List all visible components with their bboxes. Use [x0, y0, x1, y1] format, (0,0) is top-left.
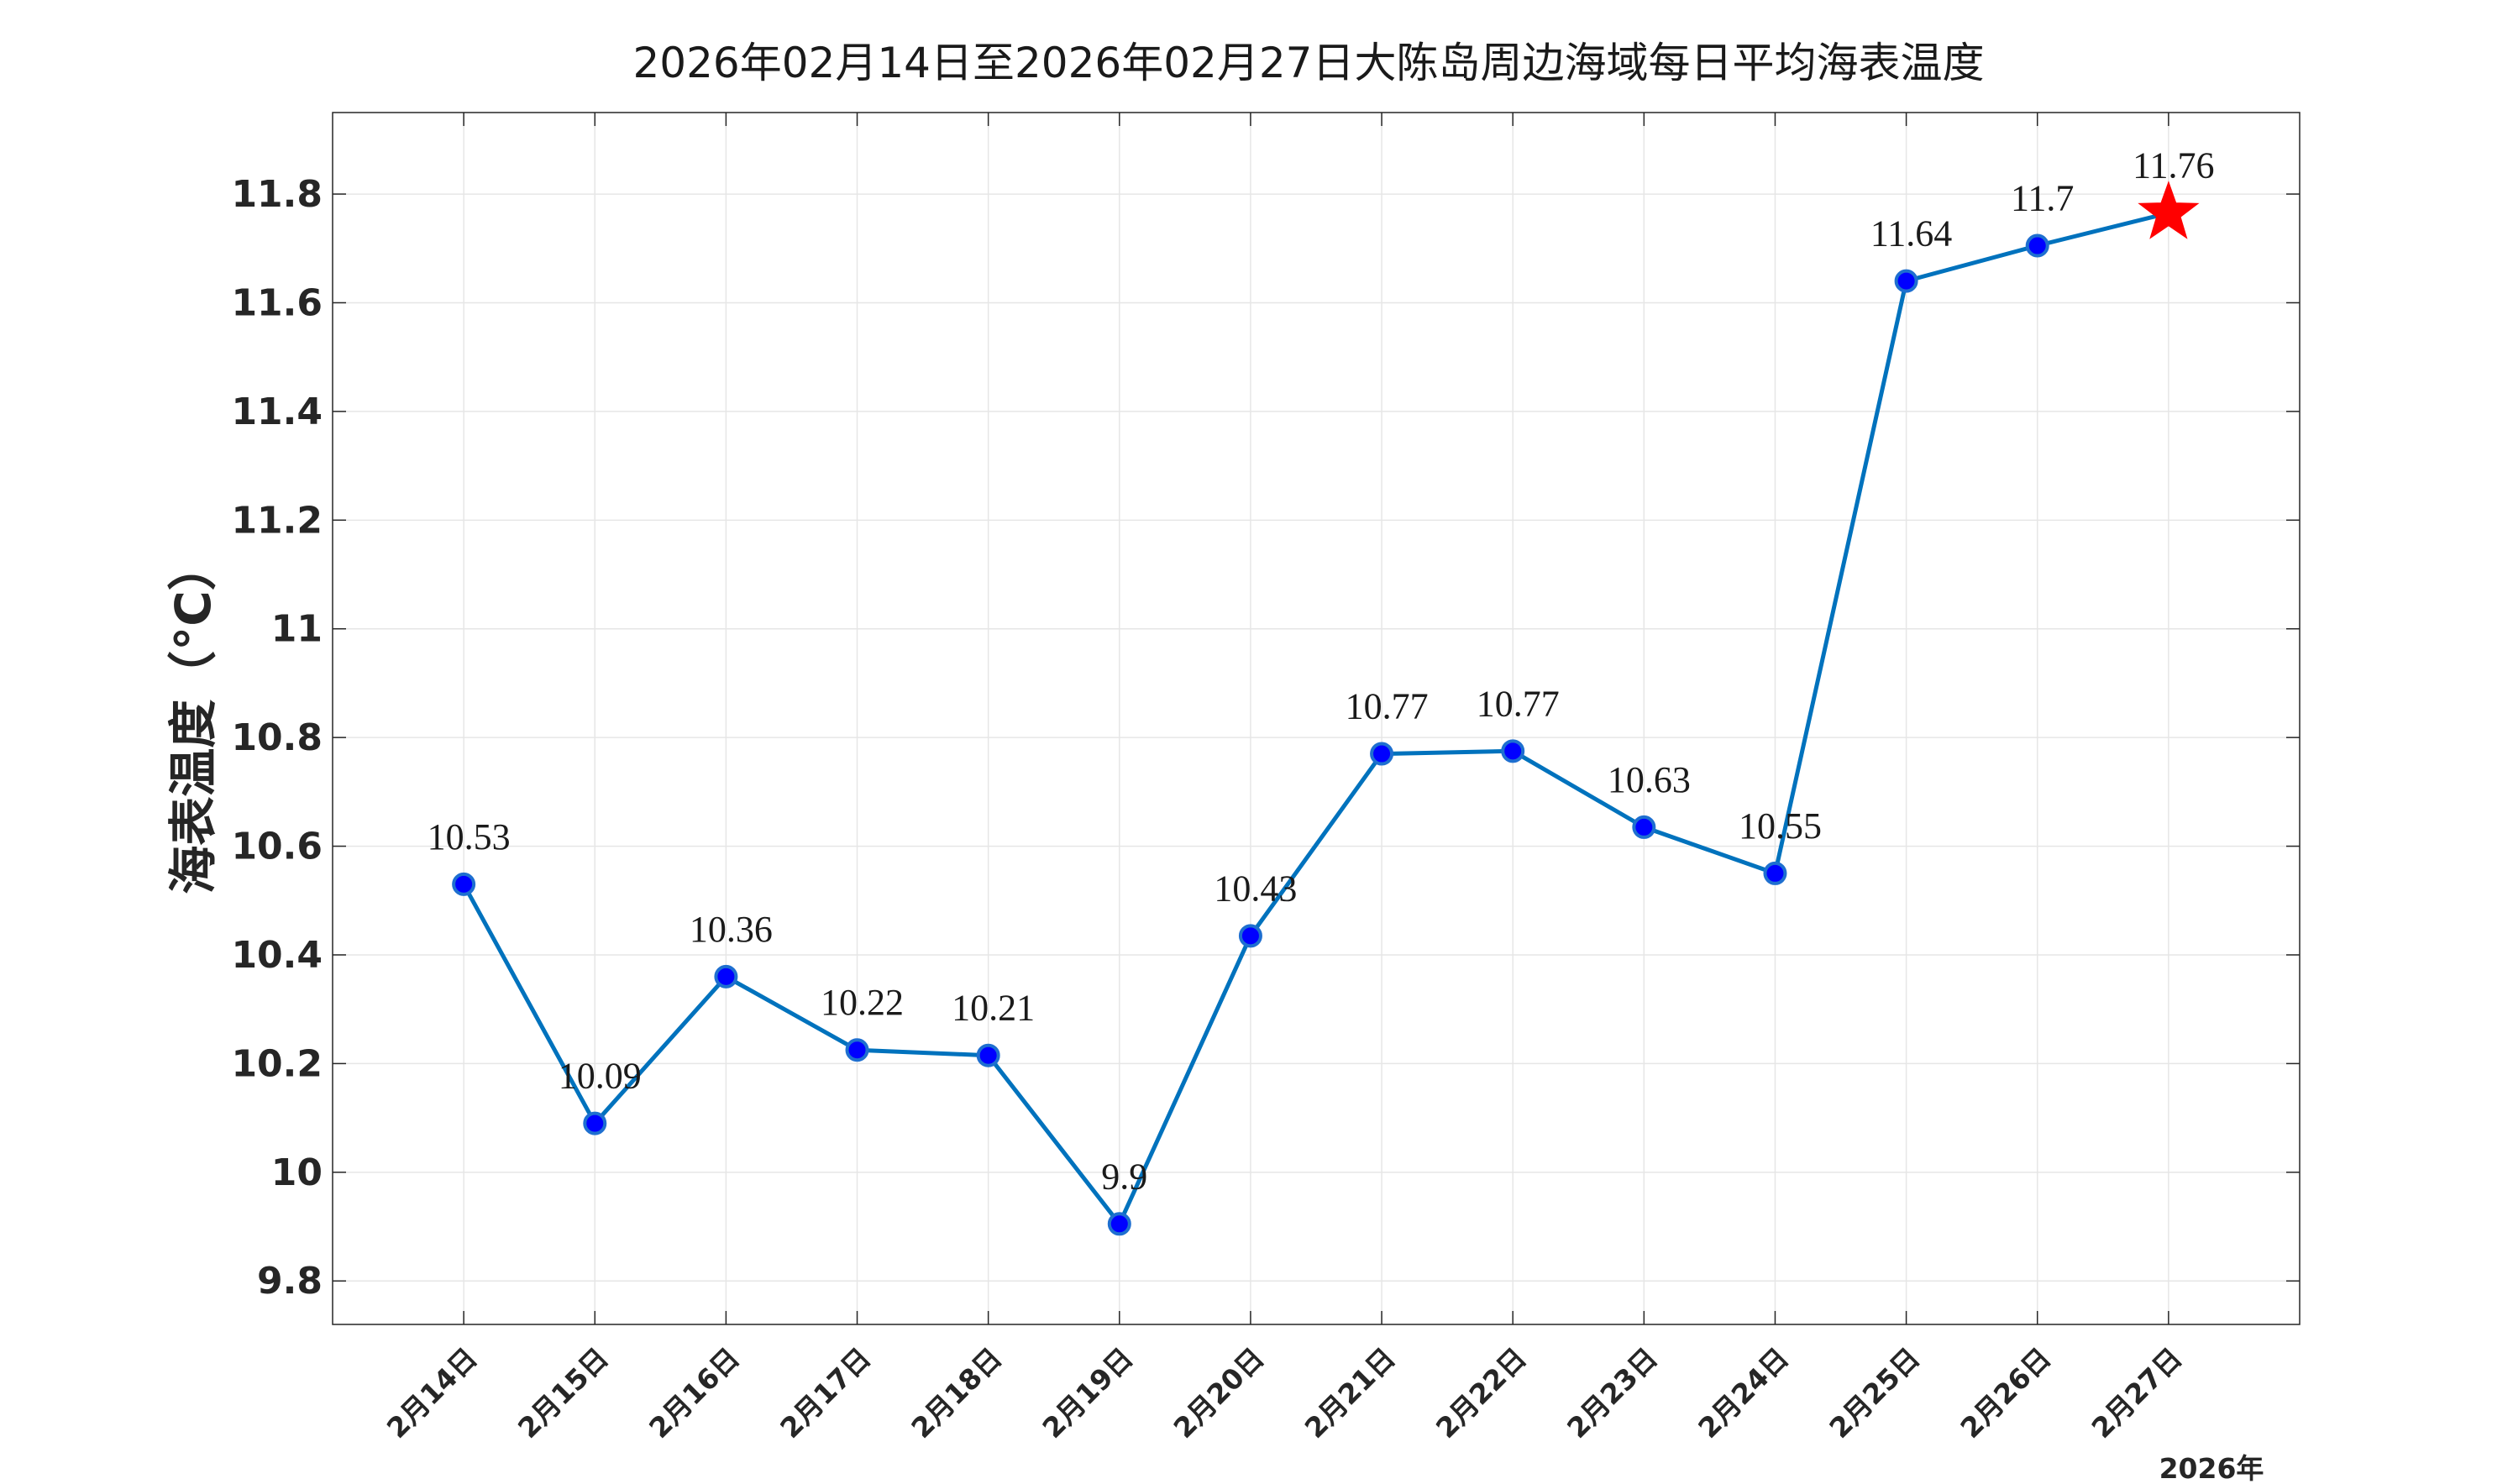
- x-axis-year-label: 2026年: [2159, 1452, 2264, 1484]
- grid-lines: [333, 113, 2300, 1324]
- x-tick-label: 2月24日: [1692, 1341, 1795, 1445]
- x-tick-labels: 2月14日 2月15日 2月16日 2月17日 2月18日 2月19日 2月20日 2月21日…: [380, 1341, 2189, 1445]
- x-tick-label: 2月23日: [1561, 1341, 1664, 1445]
- y-tick-label: 9.8: [257, 1260, 323, 1303]
- data-label: 10.77: [1346, 686, 1429, 727]
- x-tick-label: 2月25日: [1823, 1341, 1926, 1445]
- data-label: 10.63: [1608, 759, 1691, 800]
- star-marker: [2138, 181, 2200, 239]
- y-tick-labels: 9.8 10 10.2 10.4 10.6 10.8 11 11.2 11.4 11.6 11.8: [231, 173, 323, 1303]
- data-point: [1894, 269, 1918, 293]
- y-tick-label: 11.6: [231, 281, 323, 324]
- data-point: [1632, 815, 1656, 839]
- data-point: [714, 964, 738, 988]
- data-point: [1238, 924, 1262, 948]
- data-point: [845, 1038, 869, 1062]
- x-tick-label: 2月19日: [1036, 1341, 1139, 1445]
- y-tick-label: 10.4: [231, 934, 323, 977]
- data-point: [2025, 233, 2049, 258]
- data-label: 10.36: [690, 909, 773, 950]
- data-label: 11.64: [1870, 213, 1952, 254]
- x-tick-label: 2月27日: [2085, 1341, 2189, 1445]
- data-point: [1370, 742, 1394, 766]
- data-label: 10.09: [559, 1056, 642, 1097]
- x-tick-label: 2月22日: [1430, 1341, 1533, 1445]
- y-tick-label: 10.8: [231, 716, 323, 759]
- data-label: 10.21: [952, 988, 1035, 1029]
- data-label: 11.76: [2133, 145, 2214, 186]
- data-label: 10.55: [1739, 805, 1822, 847]
- chart-title: 2026年02月14日至2026年02月27日大陈岛周边海域每日平均海表温度: [633, 39, 1985, 87]
- y-tick-label: 11.8: [231, 173, 323, 216]
- x-tick-label: 2月18日: [905, 1341, 1008, 1445]
- data-label: 11.7: [2011, 178, 2074, 219]
- x-tick-label: 2月26日: [1954, 1341, 2057, 1445]
- y-tick-label: 11.2: [231, 499, 323, 542]
- data-label: 10.53: [428, 816, 511, 857]
- series-line: [461, 211, 2169, 1226]
- x-tick-label: 2月17日: [774, 1341, 877, 1445]
- data-labels: 10.53 10.09 10.36 10.22 10.21 9.9 10.43 10.77 10…: [428, 145, 2215, 1198]
- data-point: [452, 872, 476, 896]
- x-tick-label: 2月20日: [1167, 1341, 1271, 1445]
- y-axis-label: 海表温度（°C）: [165, 542, 222, 894]
- data-point: [1107, 1212, 1131, 1236]
- y-tick-label: 11: [271, 608, 323, 651]
- data-label: 10.22: [821, 982, 904, 1023]
- y-tick-label: 10.2: [231, 1042, 323, 1085]
- y-tick-label: 10.6: [231, 826, 323, 868]
- x-tick-label: 2月15日: [512, 1341, 615, 1445]
- data-point: [583, 1111, 607, 1135]
- data-label: 10.77: [1477, 683, 1560, 724]
- x-tick-label: 2月16日: [643, 1341, 746, 1445]
- series-markers: [452, 181, 2200, 1236]
- x-tick-label: 2月14日: [380, 1341, 484, 1445]
- data-point: [1501, 739, 1525, 763]
- y-tick-label: 11.4: [231, 391, 323, 433]
- data-label: 9.9: [1101, 1156, 1147, 1197]
- y-tick-label: 10: [271, 1151, 323, 1194]
- axis-ticks: [333, 113, 2300, 1324]
- data-point: [1763, 861, 1787, 885]
- x-tick-label: 2月21日: [1298, 1341, 1402, 1445]
- data-point: [976, 1043, 1000, 1067]
- data-label: 10.43: [1214, 868, 1297, 909]
- plot-area-frame: [332, 112, 2301, 1325]
